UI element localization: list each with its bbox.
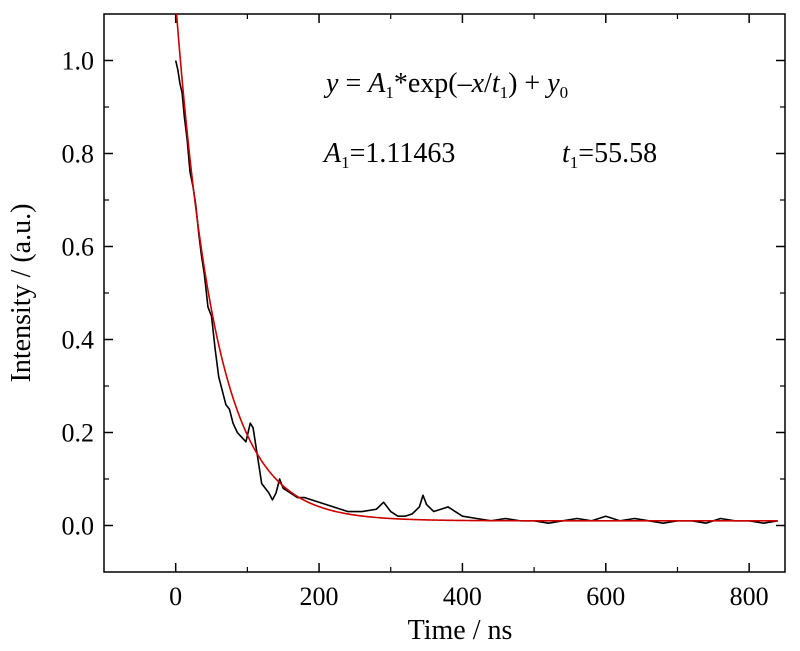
y-tick-label: 0.6 <box>62 233 95 262</box>
fit-equation: y = A1*exp(–x/t1) + y0 <box>323 68 568 102</box>
fit-param-a1: A1=1.11463 <box>322 138 455 172</box>
x-axis-label: Time / ns <box>408 615 513 646</box>
x-tick-label: 400 <box>443 582 482 611</box>
y-tick-label: 0.8 <box>62 140 95 169</box>
x-tick-label: 0 <box>169 582 182 611</box>
series-measured-decay <box>174 60 778 524</box>
x-tick-label: 200 <box>300 582 339 611</box>
x-tick-label: 800 <box>730 582 769 611</box>
y-tick-label: 0.0 <box>62 512 95 541</box>
fit-param-t1: t1=55.58 <box>562 138 657 172</box>
y-tick-label: 1.0 <box>62 47 95 76</box>
series-exponential-fit <box>175 14 778 522</box>
tick-labels: 0 200 400 600 800 0.0 0.2 0.4 0.6 0.8 1.0 <box>62 47 769 612</box>
axis-ticks <box>104 14 785 572</box>
data-layer <box>174 14 778 524</box>
y-tick-label: 0.2 <box>62 419 95 448</box>
x-tick-label: 600 <box>586 582 625 611</box>
y-axis-label: Intensity / (a.u.) <box>6 204 37 383</box>
y-tick-label: 0.4 <box>62 326 95 355</box>
